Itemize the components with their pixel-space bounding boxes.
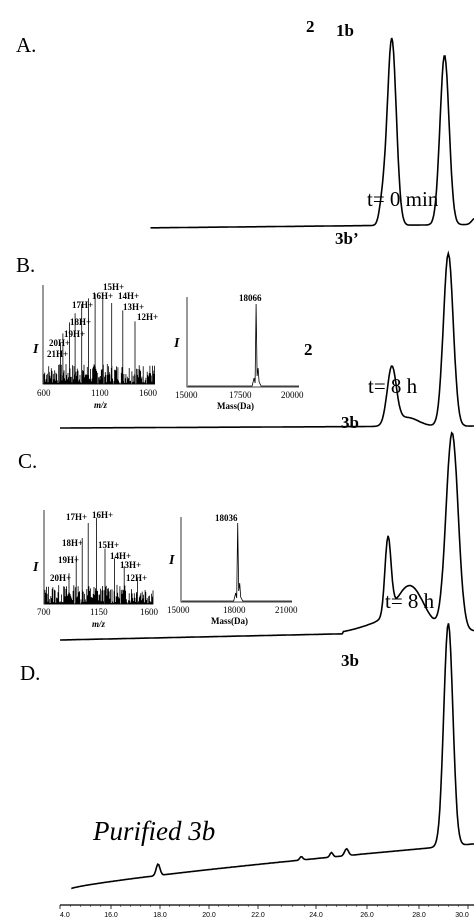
panel-b-trace [60, 250, 474, 429]
panel-c-mass-spectrum [182, 522, 292, 602]
panel-c-trace [60, 431, 474, 641]
panel-b-mass-xlabel: Mass(Da) [217, 401, 254, 411]
x-tick-label: 24.0 [309, 912, 323, 919]
x-tick-label: 4.0 [60, 912, 70, 919]
panel-d-condition-label: Purified 3b [92, 816, 215, 846]
panel-b-deconvoluted-inset: I 18066 15000 17500 20000 Mass(Da) [173, 293, 304, 411]
panel-b-time-label: t= 8 h [368, 374, 418, 398]
panel-a-trace [150, 37, 474, 229]
panel-b-ion-label-12: 12H+ [137, 312, 158, 322]
panel-b-letter: B. [16, 253, 35, 277]
panel-c-mass-peak-label: 18036 [215, 513, 238, 523]
panel-c-mass-xtick-1: 18000 [223, 605, 246, 615]
panel-d: D. 3b Purified 3b 4.0 16.0 18.0 20.0 22.0 24.… [20, 623, 474, 919]
panel-b-ms-xlabel: m/z [94, 400, 108, 410]
panel-c-mass-xtick-2: 21000 [275, 605, 298, 615]
panel-c-deconvoluted-inset: I 18036 15000 18000 21000 Mass(Da) [167, 513, 298, 626]
x-tick-label: 22.0 [251, 912, 265, 919]
panel-b-mass-peak-label: 18066 [239, 293, 262, 303]
panel-b-ion-label-19: 19H+ [64, 329, 85, 339]
panel-b-peak-3b-prime-label: 3b’ [335, 229, 359, 248]
panel-b-mass-spectrum [188, 303, 299, 387]
panel-b-ms-spectrum [43, 293, 155, 385]
panel-b-ion-label-21: 21H+ [47, 349, 68, 359]
panel-c-ms-ylabel: I [32, 560, 39, 575]
panel-c-ion-label-17: 17H+ [66, 512, 87, 522]
panel-b-ms-ylabel: I [32, 342, 39, 357]
panel-a: A. 2 1b t= 0 min [16, 17, 474, 229]
panel-c-ion-label-19: 19H+ [58, 555, 79, 565]
panel-d-letter: D. [20, 661, 40, 685]
panel-b-ms-xtick-0: 600 [37, 388, 51, 398]
panel-c-mass-xlabel: Mass(Da) [211, 616, 248, 626]
x-tick-label: 20.0 [202, 912, 216, 919]
x-axis: 4.0 16.0 18.0 20.0 22.0 24.0 26.0 28.0 30.0 [59, 904, 474, 919]
panel-b-mass-ylabel: I [173, 336, 180, 351]
panel-c-ms-xlabel: m/z [92, 619, 106, 629]
panel-b-ion-label-18: 18H+ [70, 317, 91, 327]
panel-b-mass-axes [186, 297, 299, 388]
panel-d-peak-3b-label: 3b [341, 651, 359, 670]
panel-a-time-label: t= 0 min [367, 187, 439, 211]
panel-b-ms-inset: I 600 1100 1600 m/z 15H+ 16H+ 14H+ 17H+ … [32, 282, 158, 410]
x-axis-ticks: 4.0 16.0 18.0 20.0 22.0 24.0 26.0 28.0 30.0 [59, 905, 469, 919]
x-tick-label: 16.0 [104, 912, 118, 919]
panel-b-mass-xtick-1: 17500 [229, 390, 252, 400]
panel-c-letter: C. [18, 449, 37, 473]
panel-c-ms-spectrum [44, 517, 154, 605]
panel-c-ms-xtick-1: 1150 [90, 607, 108, 617]
panel-c-ion-label-16: 16H+ [92, 510, 113, 520]
panel-a-peak-2-label: 2 [306, 17, 315, 36]
panel-b-peak-2-label: 2 [304, 340, 313, 359]
panel-c-ion-label-14: 14H+ [110, 551, 131, 561]
x-tick-label: 30.0 [455, 912, 469, 919]
panel-c-ion-label-20: 20H+ [50, 573, 71, 583]
panel-b-ion-label-13: 13H+ [123, 302, 144, 312]
panel-b-mass-xtick-2: 20000 [281, 390, 304, 400]
panel-c-ion-label-12: 12H+ [126, 573, 147, 583]
panel-b: B. 3b’ 2 t= 8 h I 600 1100 1600 m/z 15H+… [16, 229, 474, 429]
panel-b-ms-xtick-2: 1600 [139, 388, 158, 398]
panel-b-ion-label-14: 14H+ [118, 291, 139, 301]
panel-c-mass-xtick-0: 15000 [167, 605, 190, 615]
panel-c-ion-label-18: 18H+ [62, 538, 83, 548]
panel-b-ion-label-15: 15H+ [103, 282, 124, 292]
panel-a-peak-1b-label: 1b [336, 21, 354, 40]
panel-d-trace [71, 623, 474, 890]
x-tick-label: 18.0 [153, 912, 167, 919]
panel-b-mass-xtick-0: 15000 [175, 390, 198, 400]
panel-c-ion-label-15: 15H+ [98, 540, 119, 550]
panel-c-ms-inset: I 700 1150 1600 m/z 17H+ 16H+ 18H+ 15H+ … [32, 510, 159, 629]
panel-c-ms-xtick-0: 700 [37, 607, 51, 617]
panel-b-ion-label-17: 17H+ [72, 300, 93, 310]
panel-b-ms-xtick-1: 1100 [91, 388, 109, 398]
panel-b-ion-label-16: 16H+ [92, 291, 113, 301]
panel-c-ms-xtick-2: 1600 [140, 607, 159, 617]
panel-b-ion-label-20: 20H+ [49, 338, 70, 348]
panel-c-ion-label-13: 13H+ [120, 560, 141, 570]
panel-a-letter: A. [16, 33, 36, 57]
x-tick-label: 26.0 [360, 912, 374, 919]
x-tick-label: 28.0 [412, 912, 426, 919]
panel-c: C. 3b t= 8 h I 700 1150 1600 m/z 17H+ 16… [18, 413, 474, 641]
panel-c-mass-axes [180, 517, 292, 603]
panel-c-mass-ylabel: I [168, 553, 175, 568]
panel-c-peak-3b-label: 3b [341, 413, 359, 432]
